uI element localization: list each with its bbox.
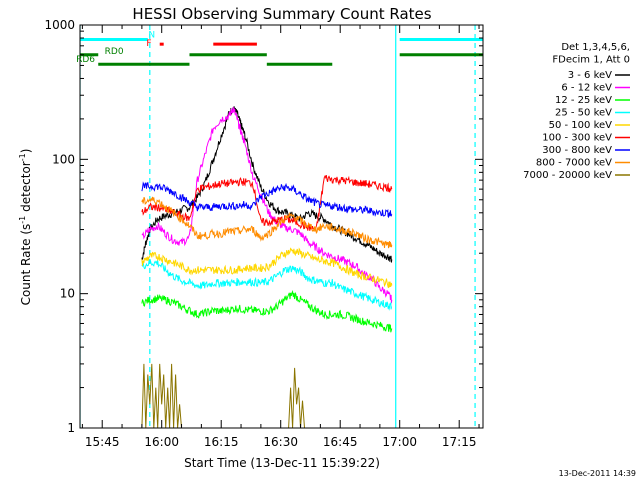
x-tick-label-6: 17:15: [442, 435, 477, 449]
plot-frame: [79, 24, 484, 429]
x-tick-label-5: 17:00: [382, 435, 417, 449]
timestamp: 13-Dec-2011 14:39: [559, 469, 636, 478]
legend-label-7: 800 - 7000 keV: [536, 158, 612, 169]
state-annotation-3: RD6: [76, 55, 95, 65]
series-line-5: [141, 174, 393, 231]
legend-header-0: Det 1,3,4,5,6,: [561, 42, 630, 53]
series-line-0: [141, 106, 393, 263]
series-line-1: [141, 107, 393, 304]
legend-label-5: 100 - 300 keV: [542, 133, 612, 144]
y-tick-label-0: 1: [67, 421, 75, 435]
legend-label-0: 3 - 6 keV: [568, 70, 612, 81]
state-annotation-0: N: [148, 30, 155, 40]
x-tick-label-4: 16:45: [323, 435, 358, 449]
y-tick-label-2: 100: [52, 152, 75, 166]
legend-header-1: FDecim 1, Att 0: [552, 55, 630, 66]
legend-label-1: 6 - 12 keV: [561, 83, 612, 94]
series-line-8: [141, 363, 305, 428]
series-line-3: [141, 258, 393, 311]
series-line-4: [141, 247, 393, 289]
legend-label-3: 25 - 50 keV: [555, 108, 612, 119]
state-annotation-2: RD0: [105, 47, 124, 57]
legend-label-8: 7000 - 20000 keV: [523, 170, 612, 181]
series-line-7: [141, 196, 393, 249]
x-axis-label: Start Time (13-Dec-11 15:39:22): [184, 456, 380, 470]
legend-label-4: 50 - 100 keV: [549, 120, 613, 131]
x-tick-label-3: 16:30: [263, 435, 298, 449]
legend: Det 1,3,4,5,6, FDecim 1, Att 0 3 - 6 keV 6 …: [523, 42, 630, 181]
series-line-6: [141, 181, 393, 219]
legend-label-2: 12 - 25 keV: [555, 95, 612, 106]
x-tick-label-1: 16:00: [144, 435, 179, 449]
chart-title: HESSI Observing Summary Count Rates: [132, 5, 431, 23]
state-annotation-1: F: [146, 39, 151, 49]
x-tick-label-0: 15:45: [85, 435, 120, 449]
y-tick-label-3: 1000: [44, 18, 75, 32]
x-tick-label-2: 16:15: [204, 435, 239, 449]
legend-label-6: 300 - 800 keV: [542, 145, 612, 156]
y-axis-label: Count Rate (s-1 detector-1): [18, 149, 33, 306]
series-line-2: [141, 290, 393, 333]
y-tick-label-1: 10: [60, 287, 75, 301]
